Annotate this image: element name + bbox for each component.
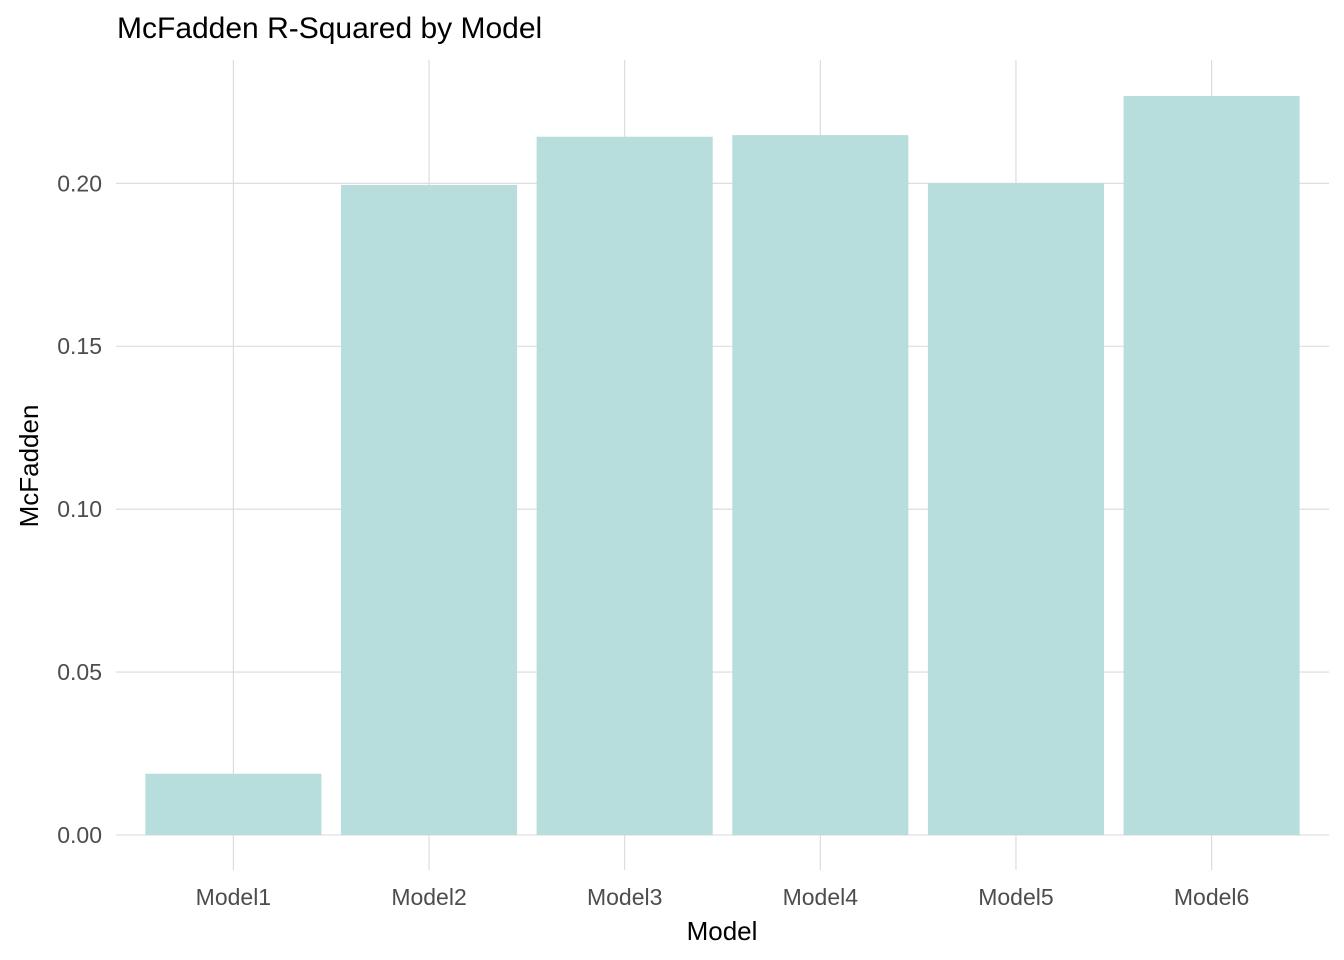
y-tick-label: 0.00 (57, 822, 102, 848)
y-tick-label: 0.05 (57, 659, 102, 685)
y-tick-label: 0.20 (57, 170, 102, 196)
bars (145, 96, 1300, 835)
bar-model2 (340, 184, 518, 835)
bar-model4 (732, 135, 909, 835)
x-tick-label: Model1 (196, 884, 271, 910)
x-tick-label: Model3 (587, 884, 662, 910)
bar-model3 (536, 136, 713, 835)
y-tick-label: 0.10 (57, 496, 102, 522)
x-tick-label: Model5 (978, 884, 1053, 910)
x-tick-label: Model4 (783, 884, 859, 910)
x-axis-ticks: Model1 Model2 Model3 Model4 Model5 Model6 (196, 884, 1250, 910)
bar-model5 (927, 183, 1105, 835)
x-tick-label: Model2 (391, 884, 466, 910)
bar-model6 (1123, 96, 1300, 835)
chart-title: McFadden R-Squared by Model (117, 12, 542, 45)
x-axis-title: Model (687, 916, 758, 946)
y-axis-title: McFadden (14, 405, 44, 528)
y-axis-ticks: 0.00 0.05 0.10 0.15 0.20 (57, 170, 102, 848)
y-tick-label: 0.15 (57, 333, 102, 359)
x-tick-label: Model6 (1174, 884, 1249, 910)
bar-model1 (145, 773, 322, 835)
